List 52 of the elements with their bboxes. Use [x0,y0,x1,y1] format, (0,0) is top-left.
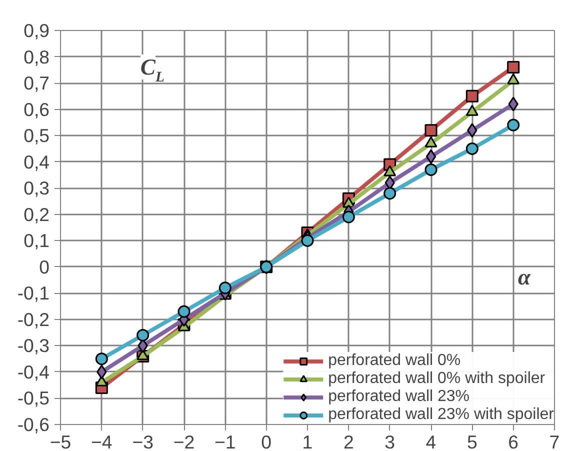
x-tick-label: 3 [384,432,396,451]
point [384,187,396,200]
y-tick-label: -0,2 [17,308,50,330]
x-tick-label: 1 [302,432,313,451]
y-tick-label: -0,3 [17,335,50,356]
x-tick-label: 0 [261,432,272,451]
point [218,282,232,294]
legend-label: perforated wall 0% [328,352,461,370]
legend-label: perforated wall 0% with spoiler [328,370,546,388]
point [301,234,314,247]
point [507,118,520,132]
point [508,96,518,112]
x-tick-label: 6 [508,432,519,451]
point [466,90,478,102]
y-tick-label: -0,1 [17,282,50,304]
x-axis-title: α [518,264,531,290]
point [426,149,436,164]
point [424,124,438,137]
point [424,163,438,176]
y-tick-label: -0,6 [17,414,50,435]
x-tick-label: −4 [91,432,112,451]
y-tick-label: 0 [39,256,50,278]
x-tick-label: −5 [50,432,72,451]
point [136,328,150,342]
y-tick-label: 0,4 [24,151,50,172]
y-tick-label: 0,1 [24,230,50,252]
point [466,142,478,155]
legend-label: perforated wall 23% [328,388,470,406]
x-tick-label: −1 [214,432,236,451]
x-tick-label: −3 [132,432,154,451]
x-tick-label: 5 [466,432,478,451]
y-tick-label: 0,6 [24,98,50,120]
y-tick-label: 0,8 [24,46,50,68]
x-tick-label: 7 [549,432,560,451]
point [178,305,190,318]
y-tick-label: 0,9 [24,20,50,41]
x-tick-label: 4 [426,432,436,451]
point [384,165,396,176]
point [507,61,520,74]
point [95,352,108,366]
legend-label: perforated wall 23% with spoiler [328,406,554,424]
y-tick-label: 0,3 [24,178,50,199]
x-tick-label: −2 [173,432,195,451]
y-tick-label: 0,2 [24,204,50,225]
y-tick-label: 0,5 [24,125,50,146]
point [342,210,355,224]
y-tick-label: -0,5 [17,388,50,409]
y-tick-label: 0,7 [24,72,50,94]
point [467,123,478,138]
point [96,364,107,380]
x-tick-label: 2 [343,432,354,451]
y-tick-label: -0,4 [17,361,50,382]
